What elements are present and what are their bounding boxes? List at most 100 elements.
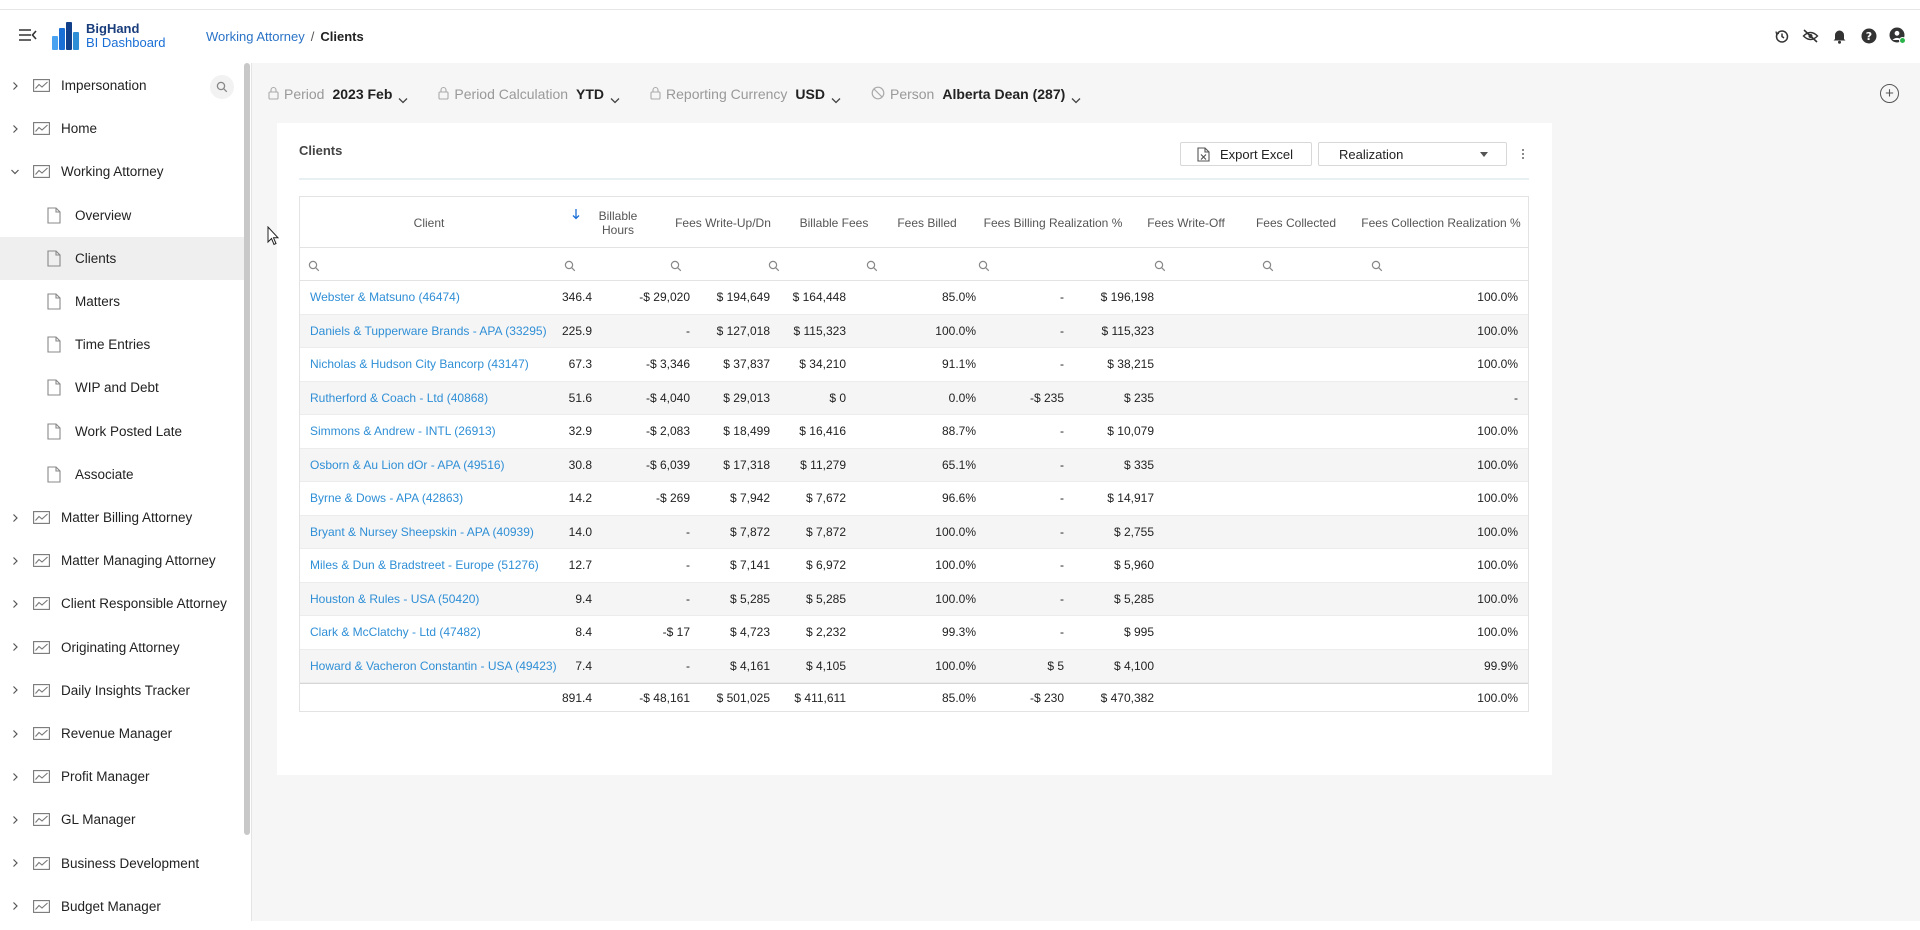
filter-reporting-currency[interactable]: Reporting Currency USD	[650, 86, 841, 103]
sort-descending-icon[interactable]	[572, 208, 580, 220]
client-link[interactable]: Byrne & Dows - APA (42863)	[310, 491, 464, 505]
column-header-client[interactable]: Client	[413, 215, 445, 230]
table-cell: -$ 4,040	[645, 390, 690, 405]
sidebar-item-label: Matter Managing Attorney	[61, 553, 216, 569]
menu-collapse-icon[interactable]	[18, 27, 38, 43]
client-link[interactable]: Bryant & Nursey Sheepskin - APA (40939)	[310, 524, 534, 539]
chevron-right-icon[interactable]	[10, 815, 20, 825]
chevron-right-icon[interactable]	[10, 901, 20, 911]
sidebar-item-working-attorney[interactable]: Working Attorney	[0, 150, 244, 193]
table-cell: 65.1%	[941, 457, 976, 472]
filter-period[interactable]: Period 2023 Feb	[268, 86, 408, 103]
more-options-icon[interactable]	[1520, 145, 1526, 163]
sidebar-item-impersonation[interactable]: Impersonation	[0, 64, 244, 107]
chevron-right-icon[interactable]	[10, 685, 20, 695]
client-link[interactable]: Simmons & Andrew - INTL (26913)	[310, 424, 496, 438]
client-link[interactable]: Osborn & Au Lion dOr - APA (49516)	[310, 457, 505, 472]
sidebar-item-budget-manager[interactable]: Budget Manager	[0, 885, 244, 921]
column-filter-search-icon[interactable]	[768, 259, 780, 272]
column-filter-search-icon[interactable]	[564, 259, 576, 272]
chevron-right-icon[interactable]	[10, 513, 20, 523]
sidebar-item-revenue-manager[interactable]: Revenue Manager	[0, 712, 244, 755]
table-cell: $ 196,198	[1100, 290, 1154, 304]
table-cell: 100.0%	[935, 524, 976, 539]
sidebar-item-client-responsible-attorney[interactable]: Client Responsible Attorney	[0, 582, 244, 625]
column-header-fees-billing-realization[interactable]: Fees Billing Realization %	[983, 215, 1123, 230]
column-filter-search-icon[interactable]	[866, 259, 878, 272]
sidebar-item-home[interactable]: Home	[0, 107, 244, 150]
dashboard-icon	[33, 511, 50, 524]
client-link[interactable]: Rutherford & Coach - Ltd (40868)	[310, 390, 489, 405]
sidebar-item-associate[interactable]: Associate	[0, 453, 244, 496]
chevron-right-icon[interactable]	[10, 772, 20, 782]
column-filter-search-icon[interactable]	[1154, 259, 1166, 272]
sidebar-item-clients[interactable]: Clients	[0, 236, 244, 280]
sidebar-item-label: Revenue Manager	[61, 726, 173, 741]
export-excel-label: Export Excel	[1220, 146, 1293, 162]
chevron-right-icon[interactable]	[10, 642, 20, 652]
chevron-right-icon[interactable]	[10, 556, 20, 566]
table-cell: 32.9	[568, 424, 592, 438]
column-header-fees-collection-realization[interactable]: Fees Collection Realization %	[1361, 215, 1521, 230]
user-icon[interactable]	[1889, 27, 1906, 44]
sidebar-item-profit-manager[interactable]: Profit Manager	[0, 755, 244, 798]
sidebar-item-matters[interactable]: Matters	[0, 280, 244, 323]
sidebar-item-overview[interactable]: Overview	[0, 194, 244, 237]
filter-period-calculation[interactable]: Period Calculation YTD	[438, 86, 620, 103]
client-link[interactable]: Webster & Matsuno (46474)	[310, 290, 460, 304]
table-cell: $ 7,141	[729, 558, 770, 572]
client-link[interactable]: Miles & Dun & Bradstreet - Europe (51276…	[310, 558, 539, 572]
sidebar-item-matter-managing-attorney[interactable]: Matter Managing Attorney	[0, 539, 244, 582]
sidebar-item-matter-billing-attorney[interactable]: Matter Billing Attorney	[0, 496, 244, 539]
client-link[interactable]: Clark & McClatchy - Ltd (47482)	[310, 625, 481, 639]
column-header-billable-hours[interactable]: Billable Hours	[598, 208, 638, 237]
chevron-right-icon[interactable]	[10, 599, 20, 609]
measure-dropdown[interactable]: Realization	[1318, 142, 1507, 166]
history-icon[interactable]	[1773, 27, 1790, 44]
chevron-down-icon[interactable]	[10, 167, 20, 177]
chevron-right-icon[interactable]	[10, 729, 20, 739]
sidebar-item-time-entries[interactable]: Time Entries	[0, 323, 244, 366]
client-link[interactable]: Nicholas & Hudson City Bancorp (43147)	[310, 357, 529, 371]
column-header-fees-write-up-dn[interactable]: Fees Write-Up/Dn	[675, 215, 771, 230]
sidebar-item-business-development[interactable]: Business Development	[0, 842, 244, 885]
client-link[interactable]: Daniels & Tupperware Brands - APA (33295…	[310, 323, 547, 338]
table-cell: 100.0%	[935, 558, 976, 572]
export-excel-button[interactable]: Export Excel	[1180, 142, 1312, 166]
add-icon[interactable]: +	[1880, 84, 1899, 103]
column-header-fees-collected[interactable]: Fees Collected	[1255, 215, 1337, 230]
chevron-right-icon[interactable]	[10, 858, 20, 868]
client-link[interactable]: Houston & Rules - USA (50420)	[310, 591, 480, 606]
sidebar-item-wip-and-debt[interactable]: WIP and Debt	[0, 366, 244, 409]
app-logo[interactable]: BigHand BI Dashboard	[52, 22, 166, 50]
bell-icon[interactable]	[1831, 27, 1848, 44]
column-filter-search-icon[interactable]	[670, 259, 682, 272]
sidebar-item-work-posted-late[interactable]: Work Posted Late	[0, 410, 244, 453]
visibility-off-icon[interactable]	[1802, 27, 1819, 44]
column-header-billable-fees[interactable]: Billable Fees	[799, 215, 869, 230]
table-cell: -	[1060, 290, 1064, 304]
column-filter-search-icon[interactable]	[1371, 259, 1383, 272]
table-cell: -	[1060, 491, 1064, 505]
client-link[interactable]: Howard & Vacheron Constantin - USA (4942…	[310, 658, 557, 673]
column-filter-search-icon[interactable]	[308, 259, 320, 272]
table-cell: $ 34,210	[799, 357, 846, 371]
page-icon	[47, 423, 61, 440]
sidebar-item-originating-attorney[interactable]: Originating Attorney	[0, 626, 244, 669]
sidebar-scrollbar[interactable]	[244, 63, 250, 835]
help-icon[interactable]: ?	[1860, 27, 1877, 44]
sidebar-search-button[interactable]	[210, 75, 234, 99]
sidebar-item-gl-manager[interactable]: GL Manager	[0, 798, 244, 841]
column-header-fees-billed[interactable]: Fees Billed	[897, 215, 957, 230]
filter-label: Person	[889, 86, 935, 102]
column-filter-search-icon[interactable]	[1262, 259, 1274, 272]
column-filter-search-icon[interactable]	[978, 259, 990, 272]
column-header-fees-write-off[interactable]: Fees Write-Off	[1147, 215, 1225, 230]
chevron-right-icon[interactable]	[10, 81, 20, 91]
table-cell: $ 115,323	[793, 323, 847, 338]
sidebar-item-daily-insights-tracker[interactable]: Daily Insights Tracker	[0, 669, 244, 712]
table-cell: $ 7,942	[729, 491, 770, 505]
chevron-right-icon[interactable]	[10, 124, 20, 134]
filter-person[interactable]: Person Alberta Dean (287)	[871, 86, 1081, 103]
breadcrumb-parent-link[interactable]: Working Attorney	[206, 29, 305, 44]
